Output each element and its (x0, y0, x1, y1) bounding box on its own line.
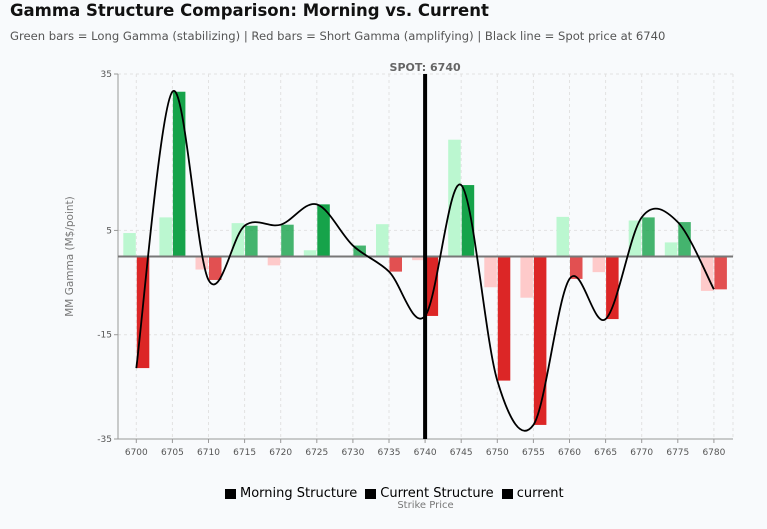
current-bar (642, 217, 655, 257)
morning-bar (303, 250, 317, 257)
x-tick-label: 6735 (378, 448, 401, 458)
legend-item-morning[interactable]: Morning Structure (225, 486, 357, 501)
legend-label: Current Structure (380, 486, 494, 501)
current-bar (317, 204, 330, 257)
y-tick-label: 5 (106, 226, 112, 236)
morning-bar (267, 256, 281, 266)
current-bar (209, 256, 222, 280)
current-bar (389, 256, 402, 272)
x-tick-label: 6700 (125, 448, 148, 458)
legend: Morning Structure Current Structure curr… (225, 486, 564, 501)
morning-bar (664, 242, 678, 257)
current-bar (606, 256, 619, 320)
current-bar (497, 256, 511, 381)
y-axis-label: MM Gamma (M$/point) (64, 196, 76, 317)
legend-item-current[interactable]: Current Structure (365, 486, 494, 501)
x-tick-label: 6775 (666, 448, 689, 458)
morning-bar (376, 224, 389, 257)
current-bar (425, 256, 439, 316)
spot-label: SPOT: 6740 (390, 61, 461, 74)
current-bar (245, 225, 258, 257)
y-tick-label: -35 (97, 435, 112, 445)
current-bar (281, 224, 294, 257)
chart-title: Gamma Structure Comparison: Morning vs. … (10, 1, 489, 20)
x-tick-label: 6760 (558, 448, 581, 458)
current-bar (533, 256, 547, 425)
current-bar (461, 185, 475, 257)
current-bar (714, 256, 727, 290)
morning-bar (195, 256, 208, 270)
x-tick-label: 6780 (702, 448, 725, 458)
morning-bar (556, 216, 569, 257)
x-tick-label: 6715 (233, 448, 256, 458)
x-tick-label: 6740 (414, 448, 437, 458)
x-tick-label: 6725 (305, 448, 328, 458)
x-tick-label: 6730 (341, 448, 364, 458)
x-tick-label: 6765 (594, 448, 617, 458)
legend-swatch (225, 488, 236, 499)
legend-label: current (516, 486, 564, 501)
legend-swatch (501, 488, 513, 499)
current-line (135, 90, 715, 432)
morning-bar (484, 256, 497, 288)
legend-item-line[interactable]: current (501, 486, 564, 501)
x-tick-label: 6720 (269, 448, 292, 458)
morning-bar (628, 220, 642, 257)
x-tick-label: 6750 (486, 448, 509, 458)
legend-label: Morning Structure (240, 486, 358, 501)
morning-bar (592, 256, 606, 273)
current-bar (678, 222, 691, 257)
x-tick-label: 6705 (161, 448, 184, 458)
y-tick-label: -15 (97, 331, 112, 341)
current-bar (172, 91, 186, 257)
y-tick-label: 35 (101, 70, 112, 80)
current-bar (570, 256, 583, 279)
morning-bar (159, 217, 172, 257)
morning-bar (448, 139, 461, 257)
x-tick-label: 6755 (522, 448, 545, 458)
x-axis-label: Strike Price (397, 500, 454, 511)
x-tick-label: 6770 (630, 448, 653, 458)
x-tick-label: 6745 (450, 448, 473, 458)
morning-bar (412, 256, 425, 261)
legend-swatch (365, 488, 377, 499)
morning-bar (123, 233, 136, 257)
morning-bar (520, 256, 533, 298)
x-tick-label: 6710 (197, 448, 220, 458)
chart-subtitle: Green bars = Long Gamma (stabilizing) | … (10, 29, 666, 43)
